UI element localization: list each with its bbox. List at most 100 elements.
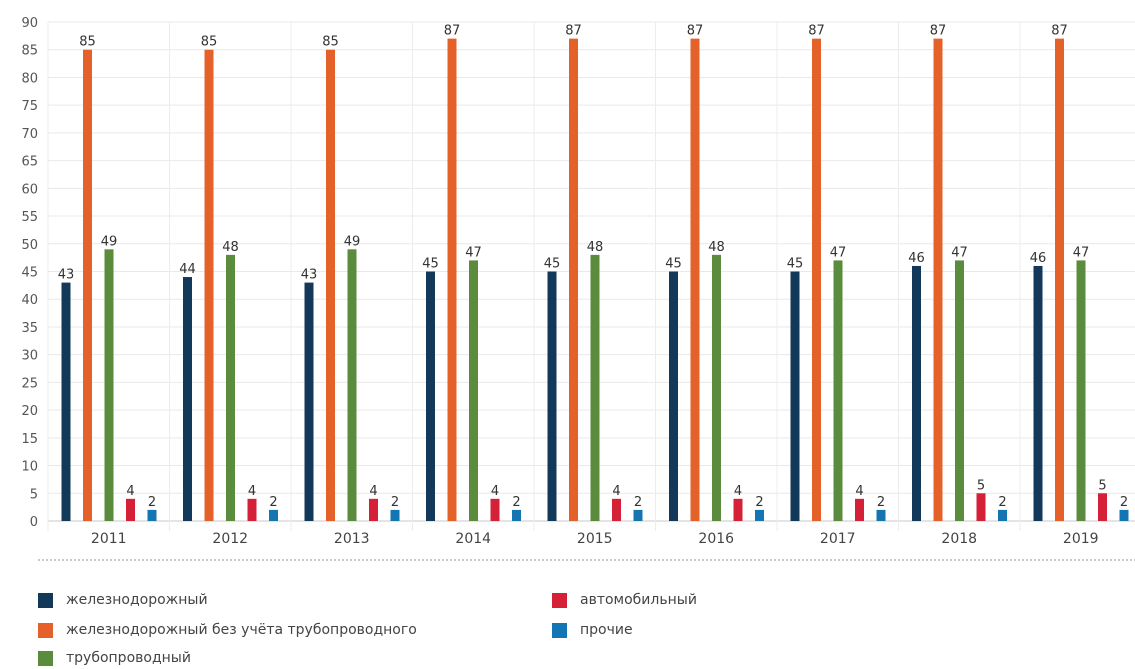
y-tick-label: 85: [21, 44, 38, 59]
bar[interactable]: [147, 509, 157, 521]
bar[interactable]: [304, 282, 314, 521]
data-label: 87: [444, 24, 461, 39]
x-tick-label: 2016: [698, 531, 734, 547]
bar[interactable]: [790, 271, 800, 522]
y-tick-label: 70: [21, 127, 38, 142]
bar[interactable]: [569, 38, 578, 522]
data-label: 49: [344, 234, 361, 249]
bar[interactable]: [61, 282, 71, 521]
data-label: 43: [58, 268, 75, 283]
data-label: 45: [544, 257, 561, 272]
bar[interactable]: [755, 509, 764, 521]
data-label: 47: [1073, 245, 1090, 260]
legend-item-other[interactable]: прочие: [552, 619, 633, 641]
y-tick-label: 55: [21, 210, 38, 225]
y-tick-label: 90: [21, 16, 38, 31]
bar[interactable]: [590, 254, 600, 521]
legend-item-pipeline[interactable]: трубопроводный: [38, 647, 191, 669]
bar[interactable]: [955, 260, 964, 521]
bar[interactable]: [933, 38, 943, 522]
legend-item-railway[interactable]: железнодорожный: [38, 589, 208, 611]
legend-item-railway-excl-pipeline[interactable]: железнодорожный без учёта трубопроводног…: [38, 619, 417, 641]
bar[interactable]: [269, 509, 278, 521]
bar[interactable]: [612, 498, 621, 521]
data-label: 43: [301, 268, 318, 283]
bar[interactable]: [226, 254, 235, 521]
bars: [61, 38, 1129, 522]
bar[interactable]: [204, 49, 214, 521]
legend-label: прочие: [580, 622, 633, 638]
y-tick-label: 50: [21, 238, 38, 253]
data-label: 87: [1051, 24, 1068, 39]
y-tick-label: 0: [30, 515, 38, 530]
bar[interactable]: [83, 49, 92, 521]
bar[interactable]: [547, 271, 557, 522]
data-label: 46: [1030, 251, 1047, 266]
bar[interactable]: [912, 265, 921, 521]
bar[interactable]: [426, 271, 435, 522]
bar[interactable]: [812, 38, 821, 522]
bar[interactable]: [1076, 260, 1086, 521]
bar[interactable]: [490, 498, 500, 521]
data-label: 2: [1120, 495, 1128, 510]
bar[interactable]: [712, 254, 721, 521]
bar[interactable]: [1098, 493, 1107, 521]
bar[interactable]: [326, 49, 335, 521]
data-label: 5: [977, 478, 985, 493]
y-tick-label: 10: [21, 460, 38, 475]
bar[interactable]: [998, 509, 1007, 521]
bar[interactable]: [390, 509, 400, 521]
bar[interactable]: [1119, 509, 1129, 521]
legend-label: трубопроводный: [66, 650, 191, 666]
y-tick-label: 5: [30, 487, 38, 502]
y-tick-label: 80: [21, 71, 38, 86]
bar[interactable]: [347, 249, 357, 522]
y-tick-label: 65: [21, 155, 38, 170]
data-label: 48: [708, 240, 725, 255]
bar[interactable]: [247, 498, 257, 521]
y-tick-label: 25: [21, 376, 38, 391]
bar[interactable]: [126, 498, 135, 521]
bar[interactable]: [469, 260, 478, 521]
bar[interactable]: [447, 38, 457, 522]
x-tick-label: 2018: [941, 531, 977, 547]
data-label: 2: [512, 495, 520, 510]
bar[interactable]: [1033, 265, 1043, 521]
bar[interactable]: [1055, 38, 1064, 522]
bar[interactable]: [104, 249, 114, 522]
legend-label: железнодорожный: [66, 592, 208, 608]
data-label: 85: [79, 35, 96, 50]
legend-swatch-railway: [38, 592, 53, 608]
bar[interactable]: [733, 498, 743, 521]
bar[interactable]: [183, 277, 192, 521]
legend-label: железнодорожный без учёта трубопроводног…: [66, 622, 417, 638]
data-label: 49: [101, 234, 118, 249]
data-label: 2: [998, 495, 1006, 510]
bar[interactable]: [833, 260, 843, 521]
bar[interactable]: [669, 271, 678, 522]
data-label: 87: [930, 24, 947, 39]
bar[interactable]: [876, 509, 886, 521]
data-label: 45: [665, 257, 682, 272]
data-label: 47: [830, 245, 847, 260]
data-label: 2: [148, 495, 156, 510]
data-label: 2: [877, 495, 885, 510]
data-label: 2: [391, 495, 399, 510]
data-label: 2: [755, 495, 763, 510]
data-label: 46: [908, 251, 925, 266]
bar[interactable]: [633, 509, 643, 521]
y-tick-label: 40: [21, 293, 38, 308]
bar[interactable]: [855, 498, 864, 521]
legend-swatch-pipeline: [38, 650, 53, 666]
legend-item-road[interactable]: автомобильный: [552, 589, 697, 611]
legend-swatch-road: [552, 592, 567, 608]
data-label: 44: [179, 262, 196, 277]
bar[interactable]: [976, 493, 986, 521]
x-tick-label: 2017: [820, 531, 856, 547]
legend-swatch-other: [552, 622, 567, 638]
bar[interactable]: [369, 498, 378, 521]
bar[interactable]: [512, 509, 521, 521]
data-label: 4: [369, 484, 377, 499]
data-label: 87: [687, 24, 704, 39]
bar[interactable]: [690, 38, 700, 522]
